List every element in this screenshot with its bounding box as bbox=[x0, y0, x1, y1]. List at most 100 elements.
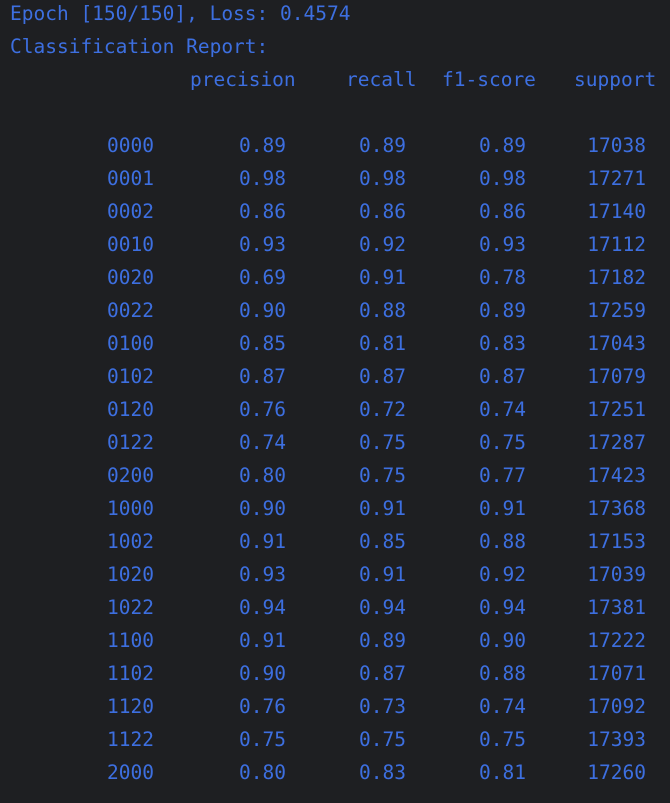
row-label: 1022 bbox=[107, 596, 154, 619]
row-support: 17251 bbox=[587, 398, 646, 421]
row-recall: 0.92 bbox=[359, 233, 406, 256]
row-recall: 0.94 bbox=[359, 596, 406, 619]
row-f1-score: 0.77 bbox=[479, 464, 526, 487]
row-support: 17071 bbox=[587, 662, 646, 685]
row-f1-score: 0.75 bbox=[479, 431, 526, 454]
row-recall: 0.87 bbox=[359, 662, 406, 685]
row-label: 0010 bbox=[107, 233, 154, 256]
header-recall: recall bbox=[346, 68, 417, 91]
row-support: 17271 bbox=[587, 167, 646, 190]
row-support: 17259 bbox=[587, 299, 646, 322]
row-recall: 0.72 bbox=[359, 398, 406, 421]
row-recall: 0.81 bbox=[359, 332, 406, 355]
row-precision: 0.87 bbox=[239, 365, 286, 388]
row-recall: 0.89 bbox=[359, 629, 406, 652]
row-support: 17140 bbox=[587, 200, 646, 223]
row-precision: 0.90 bbox=[239, 662, 286, 685]
row-f1-score: 0.88 bbox=[479, 530, 526, 553]
row-recall: 0.91 bbox=[359, 497, 406, 520]
row-recall: 0.75 bbox=[359, 431, 406, 454]
row-recall: 0.89 bbox=[359, 134, 406, 157]
row-label: 1000 bbox=[107, 497, 154, 520]
row-f1-score: 0.86 bbox=[479, 200, 526, 223]
row-label: 1020 bbox=[107, 563, 154, 586]
row-f1-score: 0.88 bbox=[479, 662, 526, 685]
row-label: 0022 bbox=[107, 299, 154, 322]
row-recall: 0.75 bbox=[359, 464, 406, 487]
row-precision: 0.75 bbox=[239, 728, 286, 751]
row-recall: 0.91 bbox=[359, 266, 406, 289]
row-f1-score: 0.91 bbox=[479, 497, 526, 520]
row-f1-score: 0.98 bbox=[479, 167, 526, 190]
row-label: 1120 bbox=[107, 695, 154, 718]
row-f1-score: 0.78 bbox=[479, 266, 526, 289]
row-precision: 0.69 bbox=[239, 266, 286, 289]
row-precision: 0.74 bbox=[239, 431, 286, 454]
row-recall: 0.86 bbox=[359, 200, 406, 223]
row-label: 1122 bbox=[107, 728, 154, 751]
epoch-line: Epoch [150/150], Loss: 0.4574 bbox=[10, 2, 351, 25]
row-precision: 0.76 bbox=[239, 695, 286, 718]
row-support: 17092 bbox=[587, 695, 646, 718]
row-f1-score: 0.92 bbox=[479, 563, 526, 586]
row-label: 0020 bbox=[107, 266, 154, 289]
row-recall: 0.75 bbox=[359, 728, 406, 751]
row-recall: 0.87 bbox=[359, 365, 406, 388]
row-f1-score: 0.74 bbox=[479, 695, 526, 718]
row-support: 17287 bbox=[587, 431, 646, 454]
row-precision: 0.94 bbox=[239, 596, 286, 619]
row-recall: 0.85 bbox=[359, 530, 406, 553]
row-f1-score: 0.75 bbox=[479, 728, 526, 751]
row-f1-score: 0.74 bbox=[479, 398, 526, 421]
row-label: 1102 bbox=[107, 662, 154, 685]
row-support: 17112 bbox=[587, 233, 646, 256]
header-precision: precision bbox=[190, 68, 296, 91]
report-title: Classification Report: bbox=[10, 35, 269, 58]
row-support: 17423 bbox=[587, 464, 646, 487]
row-f1-score: 0.89 bbox=[479, 134, 526, 157]
row-precision: 0.76 bbox=[239, 398, 286, 421]
row-label: 2000 bbox=[107, 761, 154, 784]
row-support: 17039 bbox=[587, 563, 646, 586]
row-f1-score: 0.81 bbox=[479, 761, 526, 784]
row-label: 0001 bbox=[107, 167, 154, 190]
row-f1-score: 0.87 bbox=[479, 365, 526, 388]
row-precision: 0.89 bbox=[239, 134, 286, 157]
header-support: support bbox=[574, 68, 657, 91]
row-recall: 0.91 bbox=[359, 563, 406, 586]
row-precision: 0.90 bbox=[239, 299, 286, 322]
row-recall: 0.98 bbox=[359, 167, 406, 190]
row-label: 0102 bbox=[107, 365, 154, 388]
row-support: 17038 bbox=[587, 134, 646, 157]
row-support: 17182 bbox=[587, 266, 646, 289]
row-label: 0000 bbox=[107, 134, 154, 157]
row-label: 0122 bbox=[107, 431, 154, 454]
row-support: 17381 bbox=[587, 596, 646, 619]
row-f1-score: 0.90 bbox=[479, 629, 526, 652]
row-precision: 0.85 bbox=[239, 332, 286, 355]
row-precision: 0.90 bbox=[239, 497, 286, 520]
row-f1-score: 0.89 bbox=[479, 299, 526, 322]
row-precision: 0.91 bbox=[239, 530, 286, 553]
row-support: 17260 bbox=[587, 761, 646, 784]
row-recall: 0.88 bbox=[359, 299, 406, 322]
row-precision: 0.93 bbox=[239, 233, 286, 256]
row-precision: 0.80 bbox=[239, 761, 286, 784]
row-f1-score: 0.93 bbox=[479, 233, 526, 256]
row-label: 1100 bbox=[107, 629, 154, 652]
row-support: 17368 bbox=[587, 497, 646, 520]
row-precision: 0.80 bbox=[239, 464, 286, 487]
header-f1-score: f1-score bbox=[442, 68, 536, 91]
row-support: 17043 bbox=[587, 332, 646, 355]
row-precision: 0.91 bbox=[239, 629, 286, 652]
row-label: 0002 bbox=[107, 200, 154, 223]
row-support: 17222 bbox=[587, 629, 646, 652]
row-label: 1002 bbox=[107, 530, 154, 553]
row-support: 17079 bbox=[587, 365, 646, 388]
row-precision: 0.86 bbox=[239, 200, 286, 223]
row-precision: 0.93 bbox=[239, 563, 286, 586]
row-f1-score: 0.83 bbox=[479, 332, 526, 355]
row-f1-score: 0.94 bbox=[479, 596, 526, 619]
row-label: 0100 bbox=[107, 332, 154, 355]
